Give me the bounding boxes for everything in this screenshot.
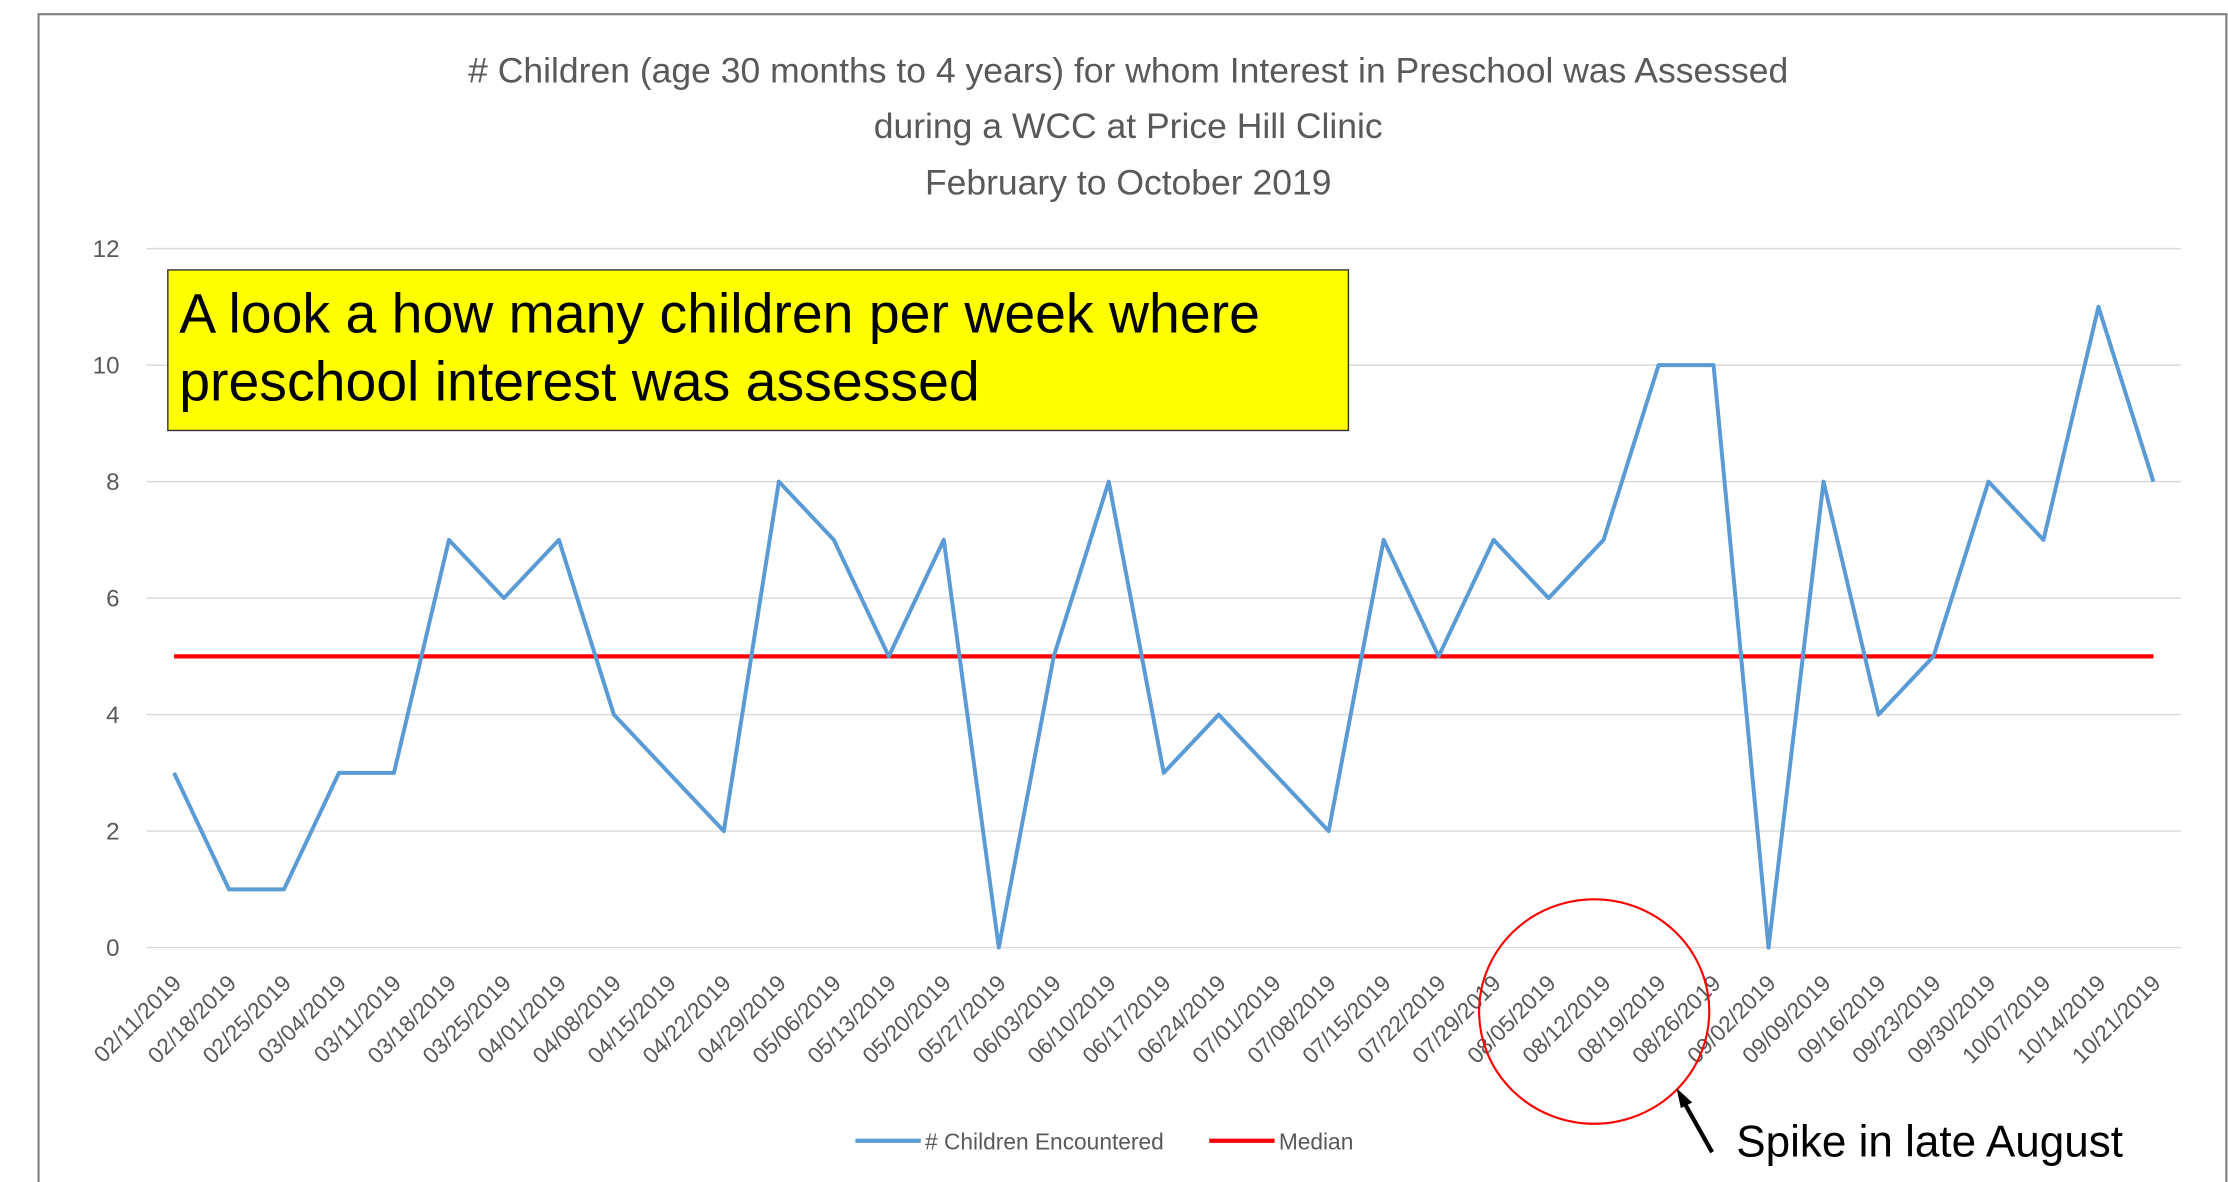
- legend-label: Median: [1279, 1128, 1354, 1154]
- arrow-line: [1678, 1095, 1714, 1154]
- chart-title: during a WCC at Price Hill Clinic: [874, 106, 1383, 146]
- data-line: [172, 304, 2156, 950]
- y-tick-label: 10: [93, 353, 120, 380]
- y-tick-label: 6: [106, 586, 119, 613]
- annotation-box: [167, 269, 1350, 432]
- y-tick-label: 4: [106, 702, 119, 729]
- y-tick-label: 0: [106, 935, 119, 962]
- arrow-head: [1676, 1088, 1693, 1109]
- chart-title: # Children (age 30 months to 4 years) fo…: [468, 50, 1788, 90]
- annotation-text: preschool interest was assessed: [179, 351, 979, 413]
- y-tick-label: 2: [106, 819, 119, 846]
- annotation-text: A look a how many children per week wher…: [179, 282, 1260, 344]
- highlight-circle: [1478, 898, 1711, 1125]
- chart-subtitle: February to October 2019: [925, 163, 1331, 203]
- y-tick-label: 12: [93, 236, 120, 263]
- legend-label: # Children Encountered: [925, 1128, 1164, 1154]
- annotation-text: Spike in late August: [1736, 1117, 2123, 1166]
- y-tick-label: 8: [106, 469, 119, 496]
